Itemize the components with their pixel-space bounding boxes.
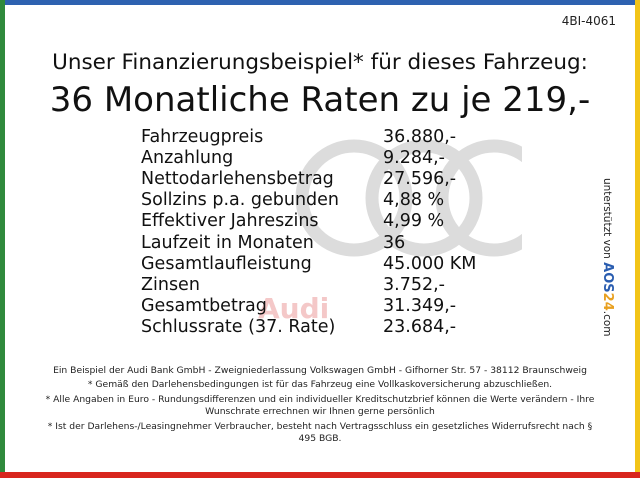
sponsor-brand-24: 24 <box>600 293 615 311</box>
ring-3 <box>435 139 522 257</box>
frame-left-bar <box>0 0 5 478</box>
finance-row: Schlussrate (37. Rate) 23.684,- <box>141 317 503 338</box>
finance-table: Fahrzeugpreis 36.880,- Anzahlung 9.284,-… <box>141 126 503 338</box>
finance-value: 4,88 % <box>383 190 445 211</box>
reference-code: 4BI-4061 <box>561 14 616 28</box>
ring-2 <box>365 139 483 257</box>
sponsor-credit: unterstützt von AOS24.com <box>596 178 620 358</box>
rings-group <box>295 139 522 257</box>
footnote-lender: Ein Beispiel der Audi Bank GmbH - Zweign… <box>53 365 587 376</box>
ring-1 <box>295 139 413 257</box>
finance-label: Laufzeit in Monaten <box>141 232 314 253</box>
footnotes: Ein Beispiel der Audi Bank GmbH - Zweign… <box>40 365 600 447</box>
sponsor-svg: unterstützt von AOS24.com <box>600 178 615 337</box>
finance-value: 27.596,- <box>383 168 457 189</box>
sponsor-prefix: unterstützt von <box>601 178 613 262</box>
finance-value: 3.752,- <box>383 274 445 295</box>
finance-row: Sollzins p.a. gebunden 4,88 % <box>141 190 503 211</box>
footnote-insurance: * Gemäß den Darlehensbedingungen ist für… <box>87 379 553 391</box>
finance-value: 36 <box>383 232 406 253</box>
finance-row: Effektiver Jahreszins 4,99 % <box>141 211 503 232</box>
finance-row: Anzahlung 9.284,- <box>141 147 503 168</box>
finance-value: 31.349,- <box>383 296 457 317</box>
finance-row: Gesamtlaufleistung 45.000 KM <box>141 253 503 274</box>
finance-value: 45.000 KM <box>383 253 477 274</box>
finance-row: Laufzeit in Monaten 36 <box>141 232 503 253</box>
finance-label: Effektiver Jahreszins <box>141 211 319 232</box>
frame-top-bar <box>0 0 640 5</box>
finance-label: Fahrzeugpreis <box>141 126 264 147</box>
monthly-rate-headline: 36 Monatliche Raten zu je 219,- <box>49 80 591 120</box>
footnote-currency: * Alle Angaben in Euro - Rundungsdiffere… <box>45 393 595 418</box>
finance-value: 9.284,- <box>383 147 445 168</box>
finance-label: Gesamtlaufleistung <box>141 253 312 274</box>
finance-value: 36.880,- <box>383 126 457 147</box>
finance-value: 23.684,- <box>383 317 457 338</box>
finance-label: Sollzins p.a. gebunden <box>141 190 340 211</box>
finance-label: Schlussrate (37. Rate) <box>141 317 336 338</box>
finance-row: Fahrzeugpreis 36.880,- <box>141 126 503 147</box>
sponsor-suffix: .com <box>601 311 613 337</box>
frame-right-bar <box>635 0 640 478</box>
finance-label: Gesamtbetrag <box>141 296 267 317</box>
finance-label: Zinsen <box>141 274 200 295</box>
finance-row: Zinsen 3.752,- <box>141 274 503 295</box>
finance-row: Gesamtbetrag 31.349,- <box>141 296 503 317</box>
audi-wordmark-watermark: Audi <box>258 292 330 325</box>
footnote-withdrawal: * Ist der Darlehens-/Leasingnehmer Verbr… <box>47 420 593 445</box>
frame-bottom-bar <box>0 472 640 478</box>
sponsor-brand-aos: AOS <box>600 262 615 292</box>
finance-label: Nettodarlehensbetrag <box>141 168 334 189</box>
finance-value: 4,99 % <box>383 211 445 232</box>
finance-label: Anzahlung <box>141 147 234 168</box>
headline: Unser Finanzierungsbeispiel* für dieses … <box>52 50 588 75</box>
audi-rings-watermark-icon <box>295 139 522 257</box>
sponsor-text: unterstützt von AOS24.com <box>600 178 615 337</box>
finance-row: Nettodarlehensbetrag 27.596,- <box>141 168 503 189</box>
